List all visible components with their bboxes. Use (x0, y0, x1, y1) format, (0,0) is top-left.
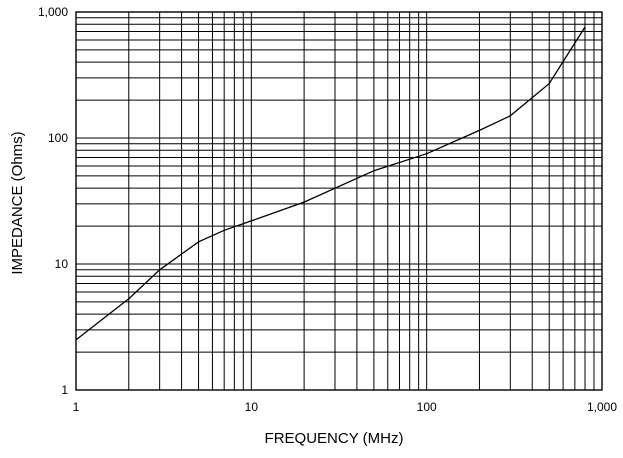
y-tick-label: 10 (55, 257, 69, 271)
data-point (373, 170, 375, 172)
series-layer (75, 26, 586, 341)
data-point (197, 241, 200, 243)
data-point (426, 153, 428, 155)
y-tick-label: 1 (61, 383, 68, 397)
grid (75, 12, 602, 391)
data-point (250, 220, 252, 222)
y-tick-label: 100 (48, 131, 68, 145)
plot-frame (75, 11, 603, 391)
x-tick-labels: 1 10 100 1,000 (73, 400, 618, 414)
data-point (548, 83, 550, 85)
y-tick-label: 1,000 (38, 5, 68, 19)
x-tick-label: 100 (417, 400, 437, 414)
data-point (303, 201, 305, 203)
data-point (159, 269, 161, 271)
data-point (128, 298, 130, 300)
x-tick-label: 10 (245, 400, 259, 414)
x-axis-label: FREQUENCY (MHz) (265, 430, 404, 447)
data-point (478, 129, 481, 131)
x-tick-label: 1 (73, 400, 80, 414)
y-tick-labels: 1 10 100 1,000 (38, 5, 68, 397)
impedance-series-line (75, 26, 586, 341)
data-point (75, 339, 77, 341)
y-axis-label: IMPEDANCE (Ohms) (9, 131, 26, 274)
x-tick-label: 1,000 (587, 400, 617, 414)
data-point (584, 26, 586, 28)
data-point (509, 115, 511, 117)
data-point (223, 229, 225, 231)
